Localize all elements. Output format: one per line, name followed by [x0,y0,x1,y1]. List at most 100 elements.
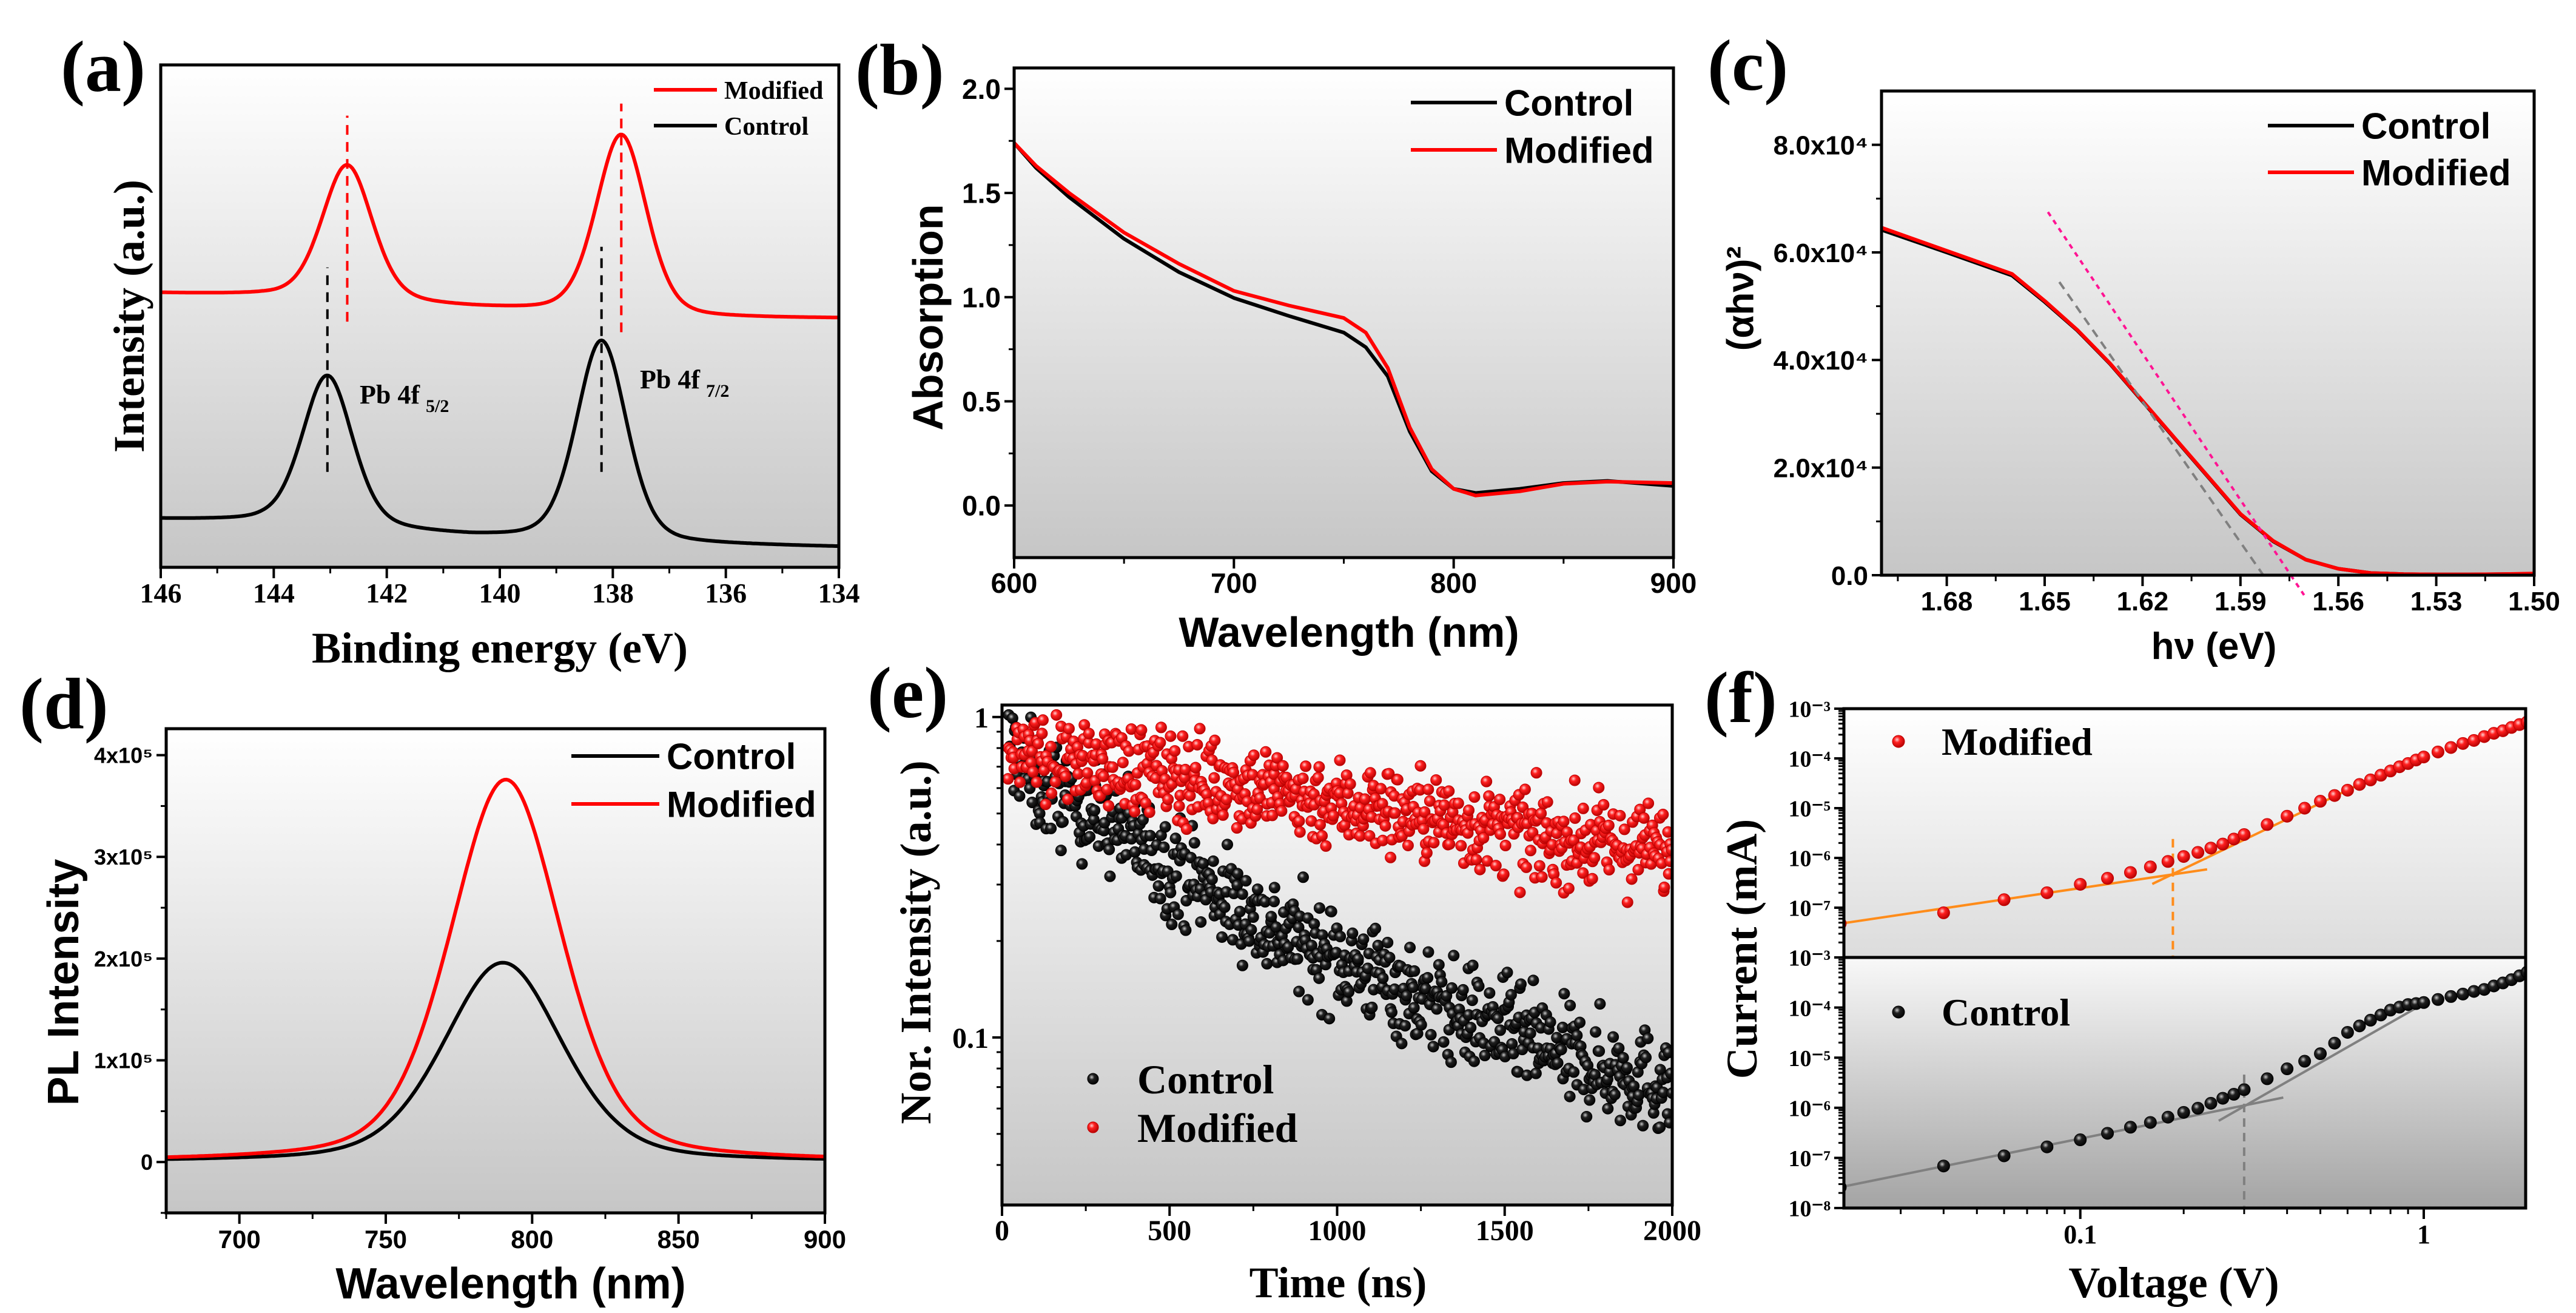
data-point [1937,1159,1950,1173]
data-point [1268,882,1280,894]
data-point [1613,1042,1625,1055]
data-point [1407,981,1419,993]
data-point [1455,840,1467,852]
data-point [1569,774,1581,786]
data-point [1657,808,1669,820]
data-point [1084,831,1096,843]
series-line-modified [1014,141,1673,498]
data-point [1195,916,1207,928]
data-point [1494,1024,1506,1036]
y-tick-label: 1.5 [962,178,1001,209]
data-point [1642,1032,1654,1044]
data-point [2040,886,2054,899]
fit-line [1844,1096,2284,1188]
data-point [1530,1067,1542,1079]
plot-area [1014,68,1673,558]
y-tick-label: 3x10⁵ [94,845,153,869]
data-point [1484,987,1496,999]
data-point [1514,886,1526,899]
data-point [2457,987,2470,1001]
data-point [1385,1006,1397,1018]
data-point [1603,863,1615,876]
y-tick-label: 0.0 [962,490,1001,522]
data-point [1282,941,1294,953]
y-tick-label: 0.0 [1831,561,1868,591]
tangent-fit-line [2058,281,2265,576]
peak-annotation-subscript: 5/2 [426,396,449,416]
data-point [1448,950,1460,962]
data-point [1427,1041,1439,1053]
x-axis-title: Wavelength (nm) [335,1260,685,1308]
data-point [1313,761,1325,773]
x-tick-label: 1500 [1476,1215,1534,1247]
data-point [1154,893,1166,905]
plot-frame [1880,89,2536,577]
data-point [1247,911,1259,923]
y-tick-label: 10⁻⁶ [1789,846,1831,872]
data-point [1025,757,1037,769]
x-tick-label: 134 [818,578,860,609]
data-point [1433,959,1445,971]
data-point [1037,714,1049,726]
data-point [1129,778,1142,791]
y-axis-title: (αhν)² [1720,246,1762,351]
data-point [1049,776,1061,788]
data-point [1614,1115,1626,1127]
data-point [1515,978,1527,990]
peak-annotation: Pb 4f 5/2 [360,380,449,416]
data-point [2204,842,2218,855]
x-tick-label: 136 [705,578,747,609]
data-point [1598,798,1610,811]
data-point [1632,863,1644,876]
series-line-control [161,339,839,548]
legend-label: Modified [724,77,823,105]
x-tick-label: 1.56 [2312,587,2364,616]
data-point [1527,974,1539,987]
x-axis-title: Binding energy (eV) [312,624,688,672]
y-tick-label: 10⁻⁴ [1789,996,1831,1021]
data-point [1408,1002,1420,1014]
data-point [1334,754,1346,766]
data-point [1389,807,1401,819]
data-point [1170,870,1182,882]
data-point [1640,1051,1652,1064]
series-line-modified [161,132,839,320]
x-tick-label: 0 [995,1215,1009,1247]
y-tick-label: 1.0 [962,282,1001,313]
data-point [1506,1038,1518,1050]
data-point [2191,846,2205,859]
data-point [1031,776,1043,788]
data-point [1103,843,1115,856]
data-point [1664,856,1672,868]
data-point [2216,837,2230,851]
data-point [1081,767,1094,779]
data-point [1172,908,1184,920]
data-point [1297,772,1309,785]
legend-label: Modified [1942,720,2093,763]
data-point [1312,772,1324,784]
data-point [1222,839,1234,851]
data-point [1614,809,1626,822]
data-point [1444,838,1456,850]
x-axis-title: Time (ns) [1249,1258,1427,1307]
panel-label: (c) [1707,25,1788,106]
data-point [1401,990,1413,1002]
data-point [2328,789,2341,802]
data-point [1159,821,1171,833]
data-point [1422,783,1434,795]
legend-label: Modified [2361,153,2511,194]
y-tick-label: 10⁻⁵ [1789,1046,1831,1072]
data-point [1463,805,1475,817]
x-tick-label: 140 [479,578,521,609]
data-point [1117,757,1129,769]
data-point [1220,794,1233,806]
legend-label: Control [1504,83,1633,124]
data-point [2144,1116,2157,1129]
data-point [1051,709,1063,721]
data-point [1438,1036,1450,1048]
data-point [1408,965,1421,977]
data-point [1617,1051,1629,1064]
data-point [2101,872,2114,885]
